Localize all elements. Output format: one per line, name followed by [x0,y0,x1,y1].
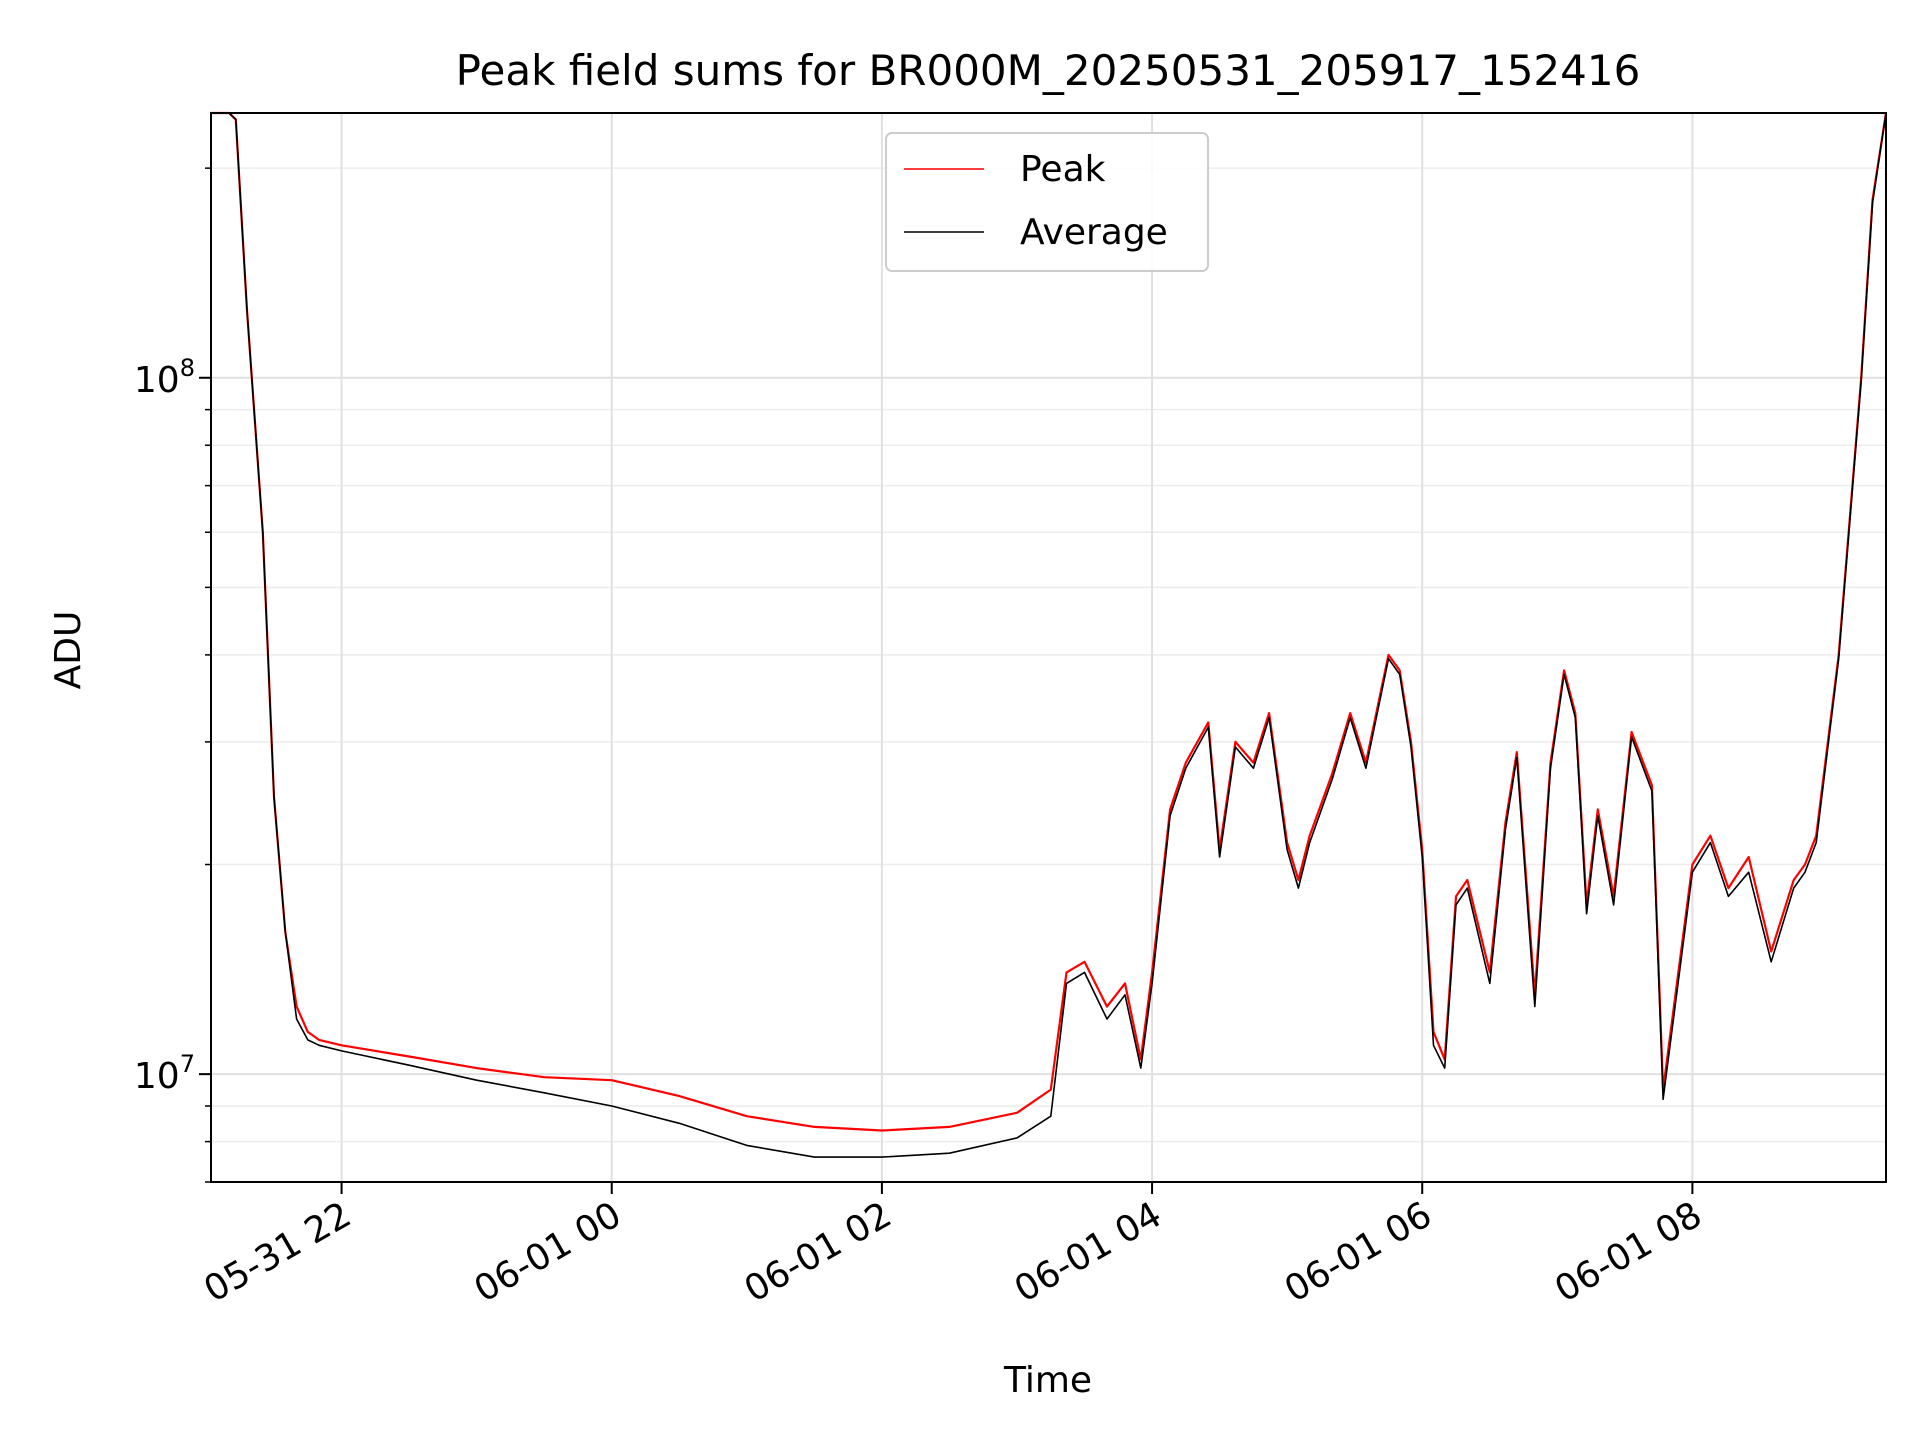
y-axis: 107 108 [134,167,211,1183]
legend: Peak Average [885,132,1209,272]
legend-box [885,132,1209,272]
series-layer [211,111,1888,1158]
chart-title: Peak field sums for BR000M_20250531_2059… [456,46,1641,95]
legend-label-peak: Peak [1020,149,1106,190]
x-axis-label: Time [1003,1360,1092,1401]
grid [211,113,1886,1183]
y-axis-label: ADU [48,611,89,690]
series-line-average [211,112,1887,1158]
y-tick-label: 107 [134,1050,195,1097]
y-tick-label: 108 [134,354,195,401]
plot-frame [210,112,1887,1183]
legend-label-average: Average [1020,212,1168,253]
